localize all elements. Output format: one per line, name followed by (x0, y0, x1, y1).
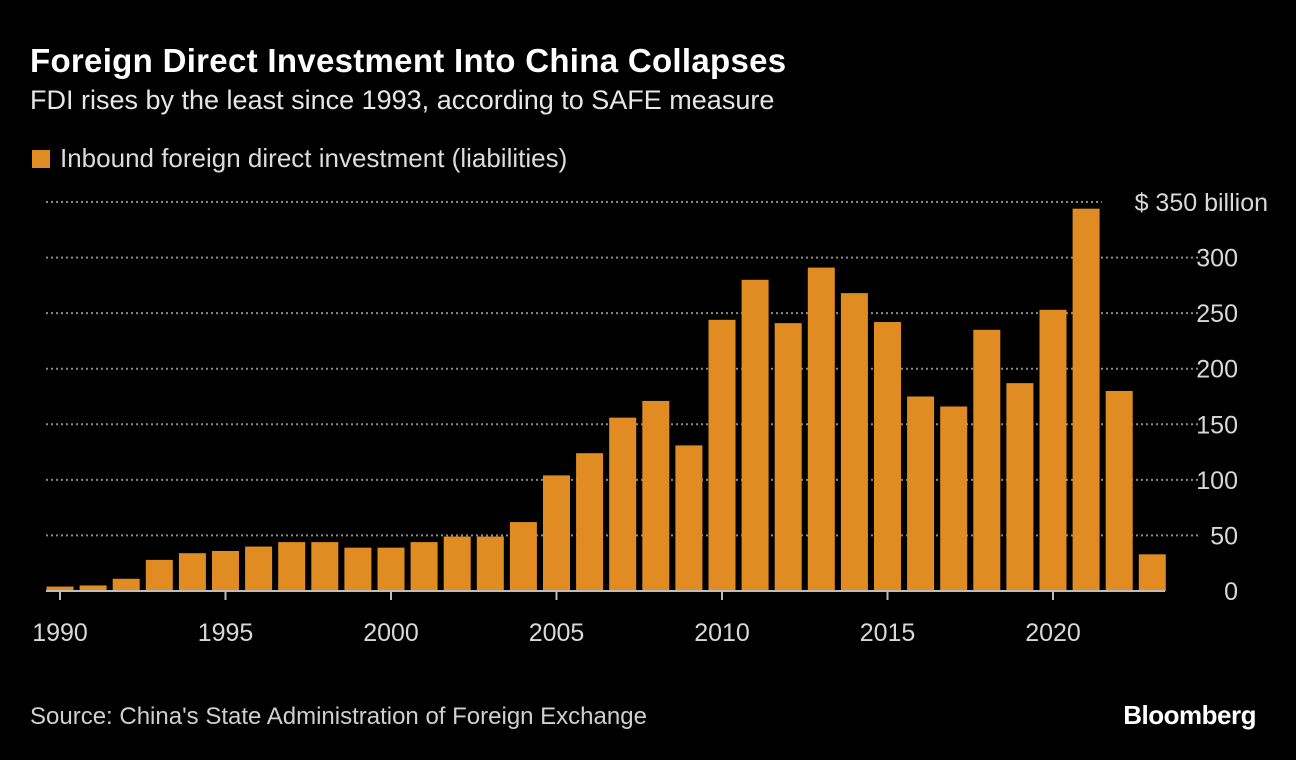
y-tick-label: 50 (1210, 522, 1238, 550)
bar-1991 (79, 585, 107, 591)
bar-1993 (145, 559, 173, 591)
bar-2002 (443, 536, 471, 591)
bar-1990 (46, 586, 74, 591)
bloomberg-logo: Bloomberg (1123, 700, 1256, 730)
bar-2003 (476, 536, 504, 591)
bar-2001 (410, 542, 438, 591)
source-note: Source: China's State Administration of … (30, 703, 647, 730)
bar-2016 (907, 396, 935, 591)
bar-2007 (609, 417, 637, 591)
y-tick-label: 100 (1196, 467, 1238, 495)
x-tick-label: 2020 (1025, 619, 1081, 647)
bar-2014 (840, 293, 868, 591)
bar-1998 (311, 542, 339, 591)
x-tick-label: 1990 (32, 619, 88, 647)
bar-1997 (278, 542, 306, 591)
bar-2023 (1138, 554, 1166, 591)
x-tick-label: 2005 (529, 619, 585, 647)
bar-2008 (642, 400, 670, 591)
bar-2020 (1039, 309, 1067, 591)
bar-1992 (112, 578, 140, 591)
x-tick-label: 2000 (363, 619, 419, 647)
bar-2005 (543, 475, 570, 591)
bar-2010 (708, 319, 736, 591)
x-tick-label: 1995 (198, 619, 254, 647)
y-tick-label: 300 (1196, 245, 1238, 273)
y-tick-label: 250 (1196, 300, 1238, 328)
legend-label: Inbound foreign direct investment (liabi… (60, 143, 568, 173)
legend: Inbound foreign direct investment (liabi… (32, 143, 567, 174)
bar-2017 (940, 406, 968, 591)
bar-2004 (509, 522, 537, 591)
bar-2012 (774, 323, 802, 591)
y-tick-label: 0 (1224, 578, 1238, 606)
bar-2013 (807, 267, 835, 591)
chart-title: Foreign Direct Investment Into China Col… (30, 42, 787, 79)
bar-1995 (212, 550, 239, 591)
bar-2000 (377, 547, 405, 591)
bar-2021 (1072, 208, 1100, 591)
bar-1994 (178, 553, 206, 591)
bar-2011 (741, 279, 769, 591)
bar-2018 (973, 329, 1001, 591)
y-tick-label: $ 350 billion (1135, 189, 1268, 217)
bar-1999 (344, 547, 372, 591)
y-tick-label: 150 (1196, 411, 1238, 439)
bar-2015 (874, 322, 901, 591)
legend-swatch (32, 149, 50, 168)
bar-2022 (1105, 390, 1133, 591)
chart-subtitle: FDI rises by the least since 1993, accor… (30, 85, 775, 115)
x-tick-label: 2015 (860, 619, 916, 647)
x-tick-label: 2010 (694, 619, 750, 647)
bar-2009 (675, 445, 703, 591)
bar-2019 (1006, 383, 1034, 591)
bar-2006 (576, 453, 604, 591)
bar-1996 (245, 546, 273, 591)
y-tick-label: 200 (1196, 356, 1238, 384)
